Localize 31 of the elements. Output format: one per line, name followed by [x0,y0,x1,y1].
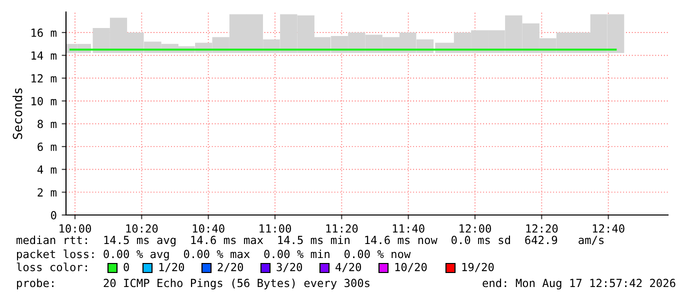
text: packet loss: 0.00 % avg 0.00 % max 0.00 % min 0.00 % now [17,250,411,260]
legend-label: 4/20 [336,262,362,272]
x-tick-label: 10:00 [60,224,92,233]
legend-label: 2/20 [218,262,244,272]
x-tick-label: 12:40 [592,224,624,233]
x-tick-label: 10:20 [126,224,158,233]
y-tick-label: 6 m [38,142,56,151]
text: median rtt: 14.5 ms avg 14.6 ms max 14.5 ms min 14.6 ms now 0.0 ms sd 642.9 am/s [16,236,604,246]
y-tick-label: 8 m [38,120,56,128]
y-tick-label: 0 [51,211,56,220]
x-tick-label: 11:40 [392,224,424,233]
legend-label: 0 [124,262,129,272]
text: end: Mon Aug 17 12:57:42 2026 [482,278,676,290]
legend-label: 1/20 [159,262,184,272]
y-tick-label: 2 m [38,188,56,196]
x-tick-label: 12:00 [460,224,492,233]
legend-label: 3/20 [276,262,302,272]
y-tick-label: 16 m [32,28,56,37]
y-tick-label: 14 m [32,51,56,60]
x-tick-label: 11:20 [326,224,358,233]
y-tick-label: 4 m [37,166,56,174]
x-tick-label: 11:00 [260,224,292,233]
text: probe: 20 ICMP Echo Pings (56 Bytes) every 300s [17,278,370,290]
legend-title: loss color: [16,262,87,272]
x-tick-label: 10:40 [192,224,224,233]
x-tick-label: 12:20 [526,224,558,233]
legend-label: 10/20 [395,262,427,272]
y-axis-title: Seconds [12,88,22,139]
y-tick-label: 10 m [32,96,56,106]
legend-label: 19/20 [462,262,494,272]
y-tick-label: 12 m [32,74,56,82]
